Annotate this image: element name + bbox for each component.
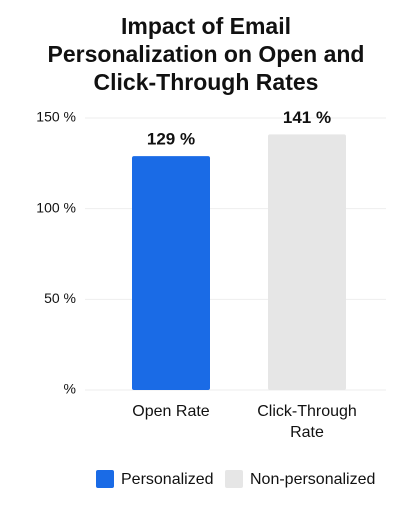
- legend-swatch: [96, 470, 114, 488]
- bar: [268, 134, 346, 390]
- legend-label: Non-personalized: [250, 471, 375, 488]
- data-label: 129 %: [147, 130, 195, 149]
- legend-swatch: [225, 470, 243, 488]
- x-tick-label: Open Rate: [132, 403, 210, 420]
- y-tick-label: %: [64, 381, 76, 397]
- y-tick-label: 100 %: [36, 199, 76, 215]
- chart-title: Impact of Email Personalization on Open …: [47, 13, 365, 95]
- legend-label: Personalized: [121, 471, 214, 488]
- y-tick-label: 150 %: [36, 109, 76, 125]
- x-tick-label: Click-Through Rate: [257, 403, 357, 441]
- bar: [132, 156, 210, 390]
- y-tick-label: 50 %: [44, 290, 76, 306]
- data-label: 141 %: [283, 108, 331, 127]
